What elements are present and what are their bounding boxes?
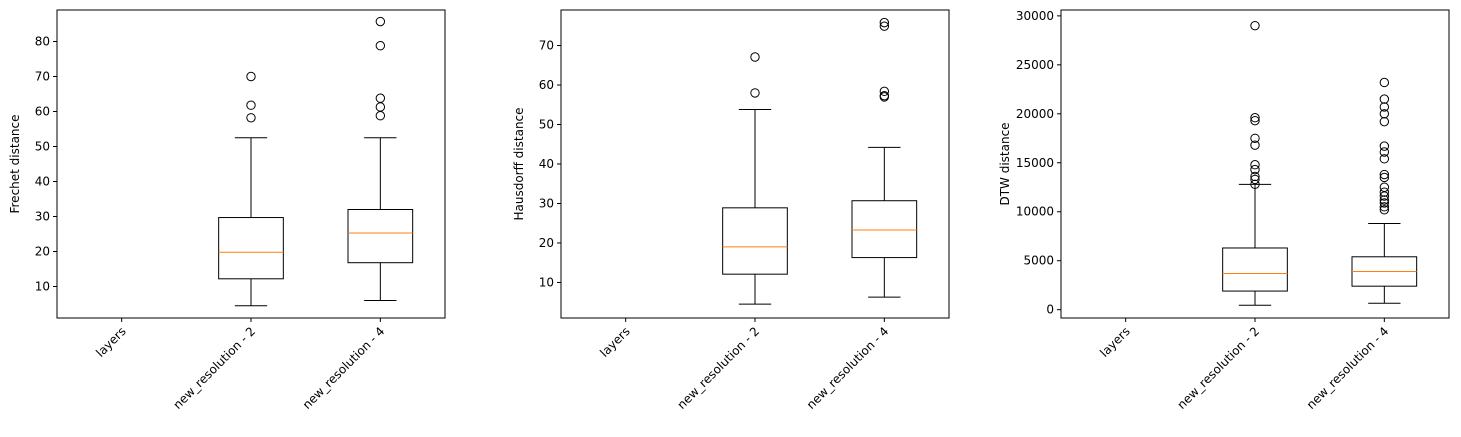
y-axis-label: Frechet distance (8, 114, 22, 213)
y-tick-label: 20000 (1016, 107, 1054, 121)
iqr-box (722, 207, 788, 275)
outlier-point (750, 52, 760, 62)
y-axis: 10 20 30 40 50 60 70 (539, 39, 561, 289)
outlier-point (879, 21, 890, 31)
y-tick-label: 10 (35, 280, 50, 294)
outlier-point (1379, 172, 1390, 183)
axes-frame (1060, 9, 1450, 319)
outlier-point (879, 86, 890, 97)
outlier-point (375, 41, 386, 51)
y-tick-label: 50 (539, 118, 554, 132)
outlier-point (1379, 182, 1390, 192)
outlier-point (1379, 195, 1390, 205)
outlier-point (1250, 20, 1260, 31)
outlier-point (1250, 179, 1260, 190)
y-axis: 0 5000 10000 15000 20000 25000 30000 (1016, 9, 1061, 317)
outlier-point (1250, 113, 1260, 123)
iqr-box (347, 209, 414, 264)
box-3 (1351, 77, 1418, 304)
outlier-point (879, 90, 890, 101)
y-tick-label: 60 (539, 78, 554, 92)
y-tick-label: 70 (35, 70, 50, 84)
y-tick-label: 10 (539, 275, 554, 289)
y-tick-label: 20 (35, 245, 50, 259)
outlier-point (1379, 116, 1390, 127)
y-tick-label: 30000 (1016, 9, 1054, 23)
axes-frame (560, 9, 950, 319)
y-tick-label: 20 (539, 236, 554, 250)
box-3 (851, 17, 918, 298)
box-2 (1222, 20, 1288, 306)
outlier-point (375, 93, 386, 103)
y-tick-label: 40 (35, 175, 50, 189)
box-2 (722, 52, 788, 305)
iqr-box (851, 200, 918, 259)
outlier-point (1250, 164, 1260, 175)
outlier-point (1379, 147, 1390, 157)
outlier-point (1379, 141, 1390, 151)
outlier-point (1250, 140, 1260, 150)
outlier-point (1250, 174, 1260, 185)
iqr-box (218, 217, 284, 280)
outlier-point (1379, 94, 1390, 104)
outlier-point (750, 88, 760, 98)
outlier-point (1379, 202, 1390, 212)
outlier-point (1379, 109, 1390, 119)
outlier-point (1250, 115, 1260, 126)
y-tick-label: 5000 (1023, 254, 1054, 268)
outlier-point (879, 17, 890, 28)
outlier-point (1379, 102, 1390, 112)
y-tick-label: 40 (539, 157, 554, 171)
iqr-box (1222, 247, 1288, 292)
y-tick-label: 50 (35, 140, 50, 154)
y-tick-label: 15000 (1016, 156, 1054, 170)
y-tick-label: 80 (35, 35, 50, 49)
y-tick-label: 0 (1046, 303, 1054, 317)
box-3 (347, 16, 414, 301)
y-axis-label: DTW distance (998, 122, 1012, 205)
outlier-point (1250, 160, 1260, 170)
outlier-point (1379, 187, 1390, 197)
outlier-point (1379, 77, 1390, 88)
outlier-point (1379, 169, 1390, 180)
outlier-point (1250, 133, 1260, 143)
outlier-point (1379, 205, 1390, 215)
axes-frame (56, 9, 446, 319)
outlier-point (246, 113, 256, 123)
y-tick-label: 10000 (1016, 205, 1054, 219)
outlier-point (246, 100, 256, 110)
y-tick-label: 60 (35, 105, 50, 119)
outlier-point (1250, 171, 1260, 182)
y-tick-label: 30 (35, 210, 50, 224)
outlier-point (1379, 154, 1390, 164)
y-tick-label: 70 (539, 39, 554, 53)
y-axis: 10 20 30 40 50 60 70 80 (35, 35, 57, 294)
y-axis-label: Hausdorff distance (512, 107, 526, 220)
outlier-point (246, 71, 256, 82)
outlier-point (375, 16, 386, 27)
outlier-point (1379, 198, 1390, 208)
y-tick-label: 30 (539, 196, 554, 210)
box-2 (218, 71, 284, 307)
y-tick-label: 25000 (1016, 58, 1054, 72)
